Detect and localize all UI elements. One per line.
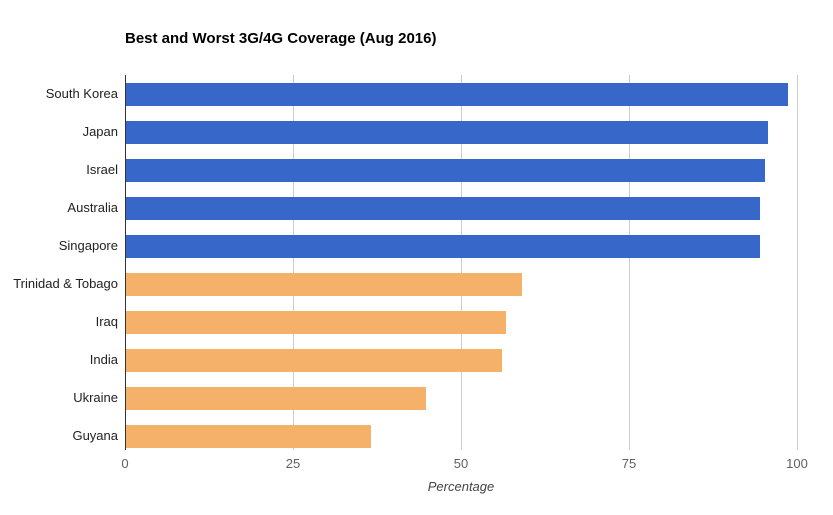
gridline xyxy=(293,75,294,450)
x-tick-label: 75 xyxy=(621,456,637,471)
bar-row: Australia xyxy=(67,189,797,227)
bar-worst xyxy=(126,425,371,448)
category-label: India xyxy=(89,352,118,367)
bar-row: South Korea xyxy=(46,75,797,113)
x-tick-label: 50 xyxy=(453,456,469,471)
x-axis-label: Percentage xyxy=(427,479,495,494)
gridline xyxy=(629,75,630,450)
category-label: Guyana xyxy=(72,428,118,443)
category-label: South Korea xyxy=(45,86,118,101)
category-label: Trinidad & Tobago xyxy=(13,276,118,291)
x-tick-label: 100 xyxy=(786,456,808,471)
x-tick-label: 25 xyxy=(285,456,301,471)
bar-row: Guyana xyxy=(72,417,797,455)
gridline xyxy=(461,75,462,450)
category-label: Iraq xyxy=(95,314,118,329)
bar-row: Japan xyxy=(83,113,797,151)
bar-best xyxy=(126,159,766,182)
bar-worst xyxy=(126,273,522,296)
bar-row: Ukraine xyxy=(73,379,797,417)
bar-row: Iraq xyxy=(96,303,797,341)
category-label: Australia xyxy=(67,200,118,215)
category-label: Israel xyxy=(86,162,118,177)
bar-best xyxy=(126,235,760,258)
chart-title: Best and Worst 3G/4G Coverage (Aug 2016) xyxy=(125,30,437,47)
bar-best xyxy=(126,121,769,144)
x-tick-label: 0 xyxy=(121,456,129,471)
bar-best xyxy=(126,83,788,106)
bar-worst xyxy=(126,387,427,410)
bar-row: Singapore xyxy=(59,227,797,265)
bar-row: Trinidad & Tobago xyxy=(13,265,797,303)
bar-best xyxy=(126,197,761,220)
y-axis-line xyxy=(125,75,126,450)
bar-row: India xyxy=(90,341,797,379)
category-label: Singapore xyxy=(58,238,118,253)
bar-worst xyxy=(126,311,506,334)
gridline xyxy=(797,75,798,450)
bar-worst xyxy=(126,349,503,372)
category-label: Ukraine xyxy=(73,390,118,405)
bar-row: Israel xyxy=(86,151,797,189)
plot-area: Percentage 0 25 50 75 100 South Korea Japan Isr… xyxy=(13,75,808,494)
category-label: Japan xyxy=(82,124,118,139)
